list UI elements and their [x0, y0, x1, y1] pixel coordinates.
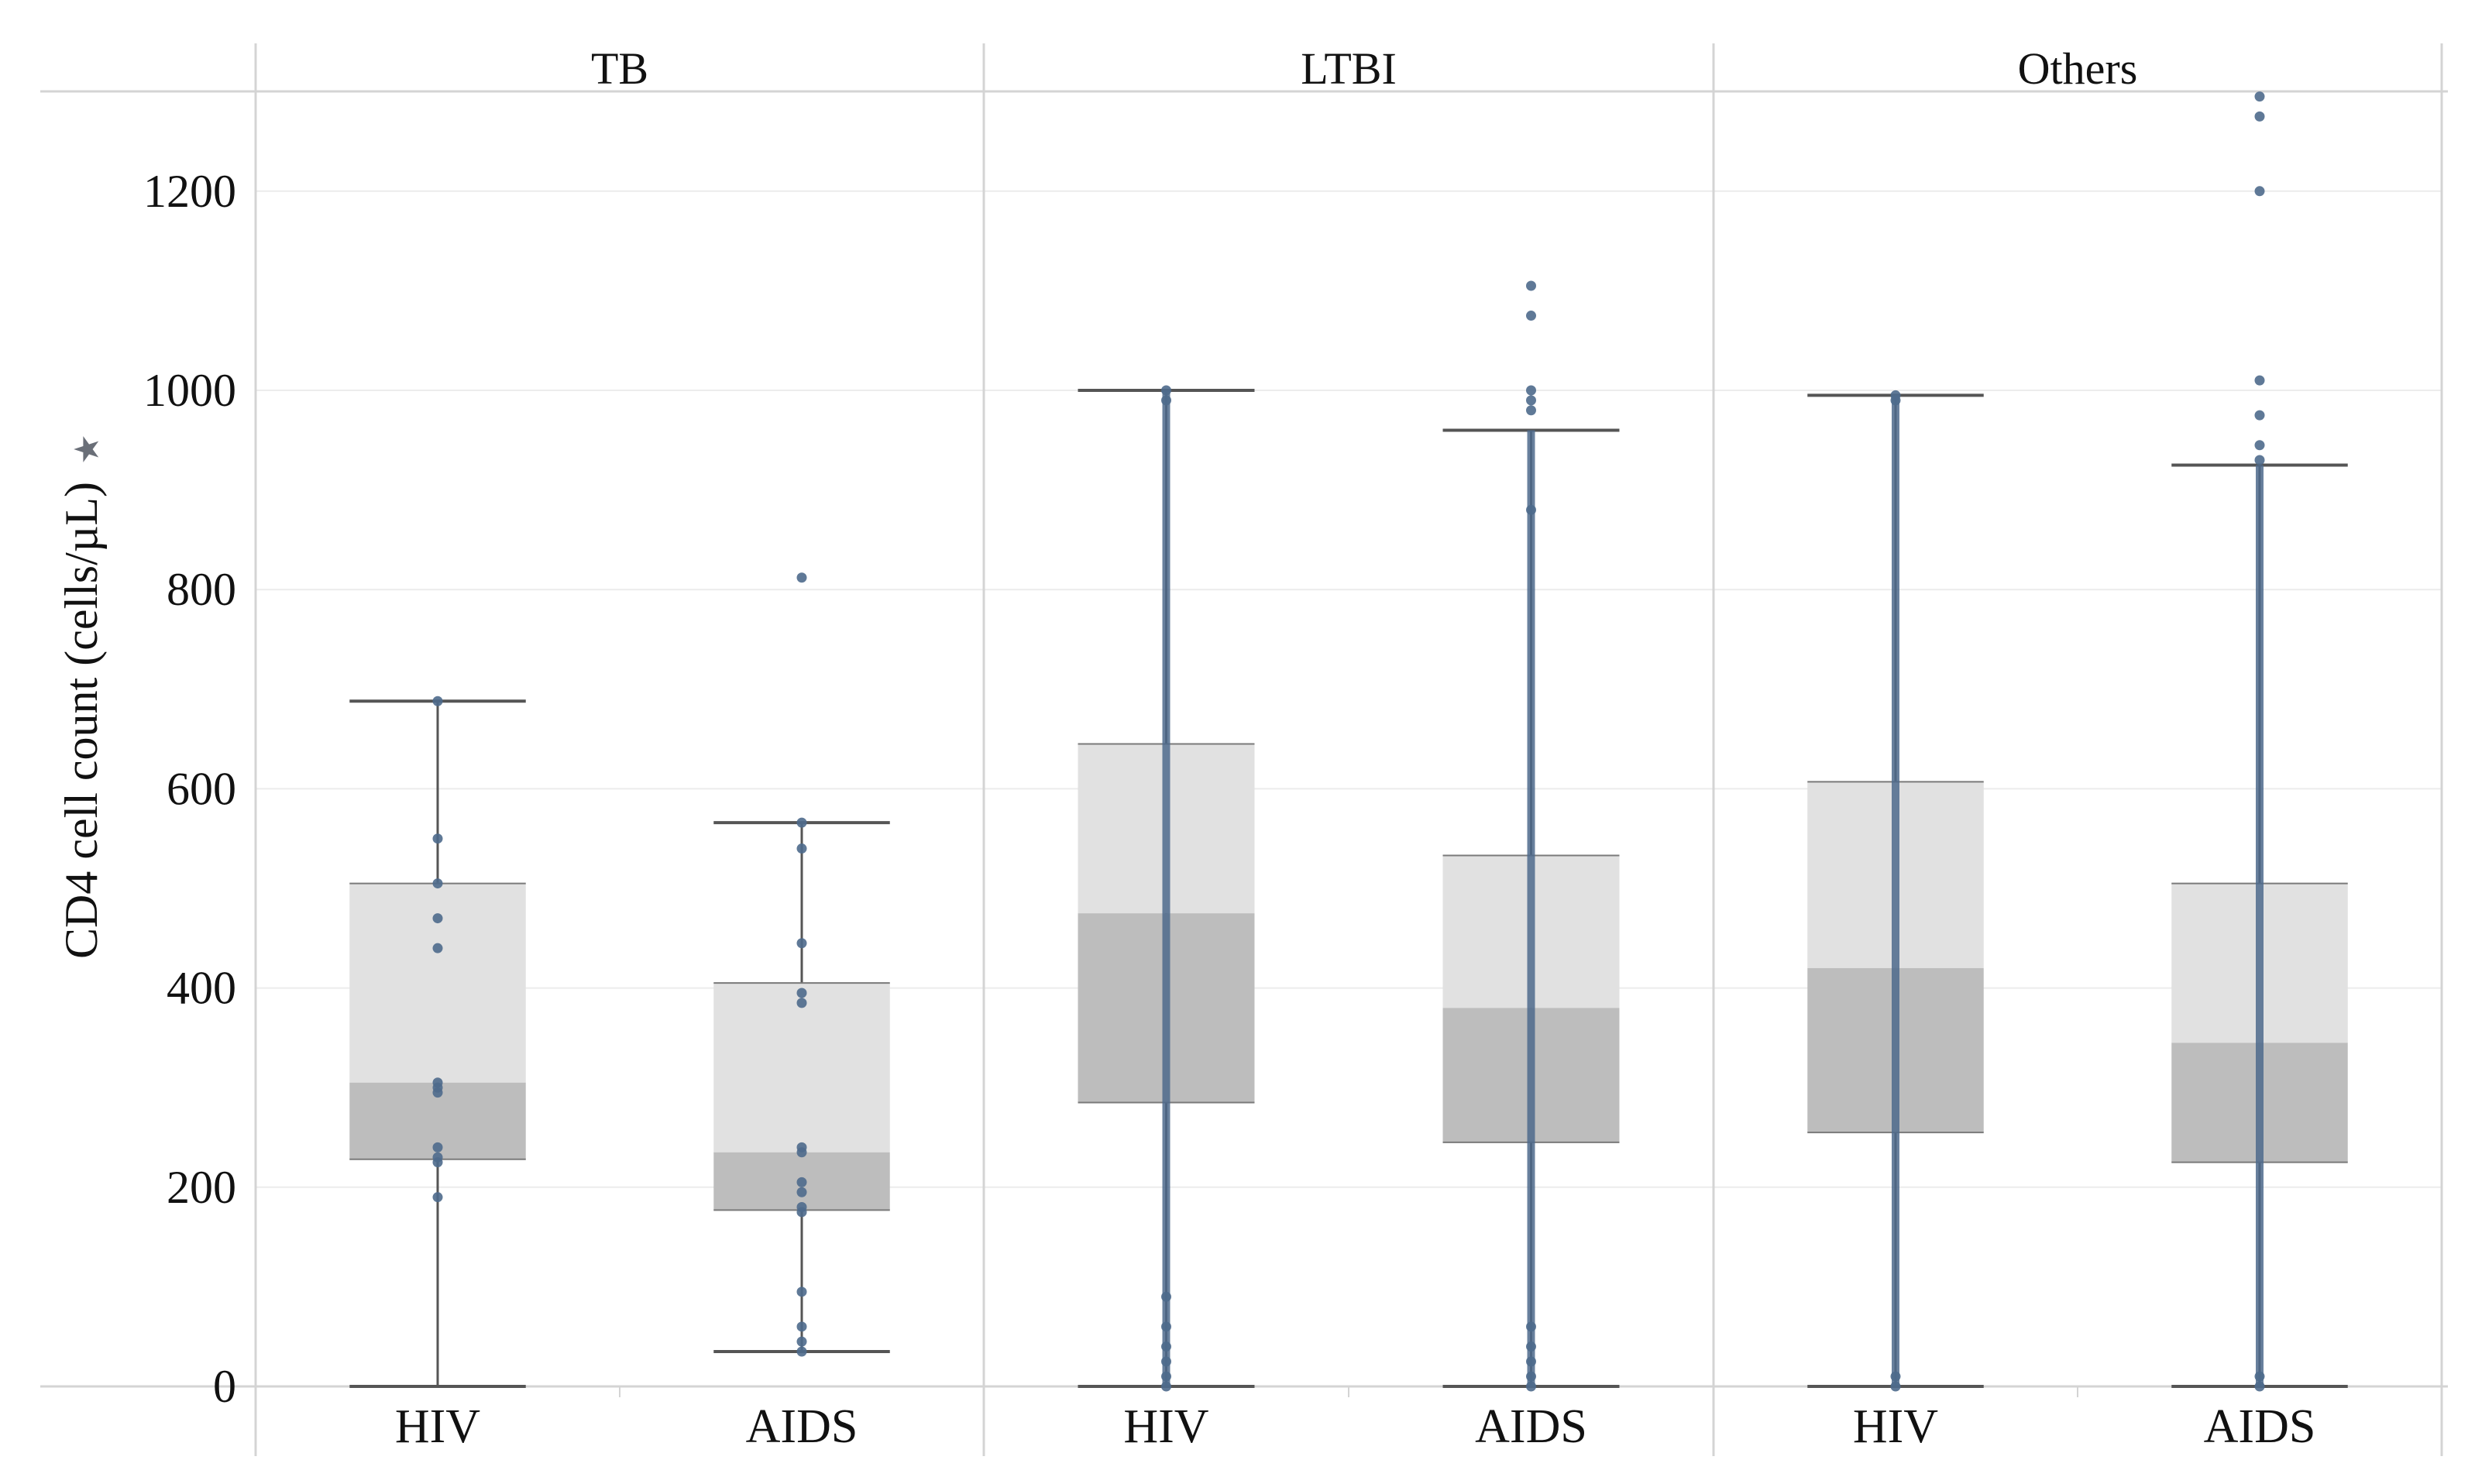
data-point	[432, 1142, 443, 1153]
y-tick-label: 0	[213, 1361, 236, 1412]
y-axis-title-text: CD4 cell count (cells/µL)	[56, 482, 107, 959]
y-tick-label: 1200	[143, 166, 236, 217]
y-axis-ticks: 0 200 400 600 800 1000 1200	[143, 166, 236, 1412]
data-point	[796, 1187, 807, 1197]
data-point	[796, 1177, 807, 1187]
y-tick-label: 200	[167, 1162, 236, 1213]
data-point	[432, 1192, 443, 1203]
panel-title-others: Others	[2018, 43, 2138, 94]
panel-title-tb: TB	[591, 43, 648, 94]
data-point	[1161, 1291, 1171, 1302]
gridlines	[256, 190, 2442, 1387]
data-point	[796, 572, 807, 583]
data-point	[1890, 1371, 1901, 1382]
data-point	[796, 1346, 807, 1357]
data-point	[796, 1321, 807, 1332]
data-point	[796, 843, 807, 854]
y-tick-label: 600	[167, 763, 236, 814]
data-point	[1526, 311, 1536, 321]
data-point	[796, 988, 807, 998]
data-point	[796, 938, 807, 949]
data-point	[1161, 1381, 1171, 1392]
data-point	[432, 943, 443, 953]
category-label-ltbi-hiv: HIV	[1123, 1400, 1208, 1453]
data-point	[432, 913, 443, 924]
data-point	[1526, 1381, 1536, 1392]
data-point	[1526, 1341, 1536, 1352]
data-point	[432, 1152, 443, 1163]
data-point	[1526, 1371, 1536, 1382]
data-point	[2254, 455, 2265, 465]
data-point	[2254, 1371, 2265, 1382]
data-point	[796, 1142, 807, 1153]
data-point	[1526, 385, 1536, 396]
panel-title-ltbi: LTBI	[1301, 43, 1397, 94]
category-label-others-hiv: HIV	[1853, 1400, 1938, 1453]
data-point	[1161, 1371, 1171, 1382]
y-tick-label: 400	[167, 963, 236, 1014]
data-point	[1526, 504, 1536, 515]
data-point	[796, 817, 807, 828]
y-tick-label: 1000	[143, 365, 236, 416]
data-point	[1161, 395, 1171, 406]
data-point	[2254, 111, 2265, 122]
y-axis-title: CD4 cell count (cells/µL) ★	[56, 434, 107, 959]
data-point	[2254, 186, 2265, 197]
data-point	[796, 1202, 807, 1213]
boxes	[349, 389, 2348, 1388]
data-point	[1161, 1356, 1171, 1367]
data-point	[1890, 390, 1901, 400]
data-point	[1161, 1321, 1171, 1332]
data-point	[432, 1077, 443, 1088]
category-label-ltbi-aids: AIDS	[1475, 1400, 1587, 1453]
category-label-tb-hiv: HIV	[395, 1400, 480, 1453]
data-point	[1161, 385, 1171, 396]
data-point	[2254, 375, 2265, 386]
data-point	[2254, 440, 2265, 451]
data-point	[796, 1286, 807, 1297]
data-points	[432, 91, 2265, 1392]
data-point	[2254, 1381, 2265, 1392]
data-point	[1161, 1341, 1171, 1352]
data-point	[1526, 1356, 1536, 1367]
data-point	[432, 878, 443, 889]
data-point	[2254, 410, 2265, 421]
box-upper-tb-aids	[713, 983, 890, 1153]
category-label-others-aids: AIDS	[2204, 1400, 2316, 1453]
data-point	[796, 998, 807, 1008]
data-point	[432, 696, 443, 706]
data-point	[2254, 91, 2265, 102]
data-point	[1890, 1381, 1901, 1392]
y-tick-label: 800	[167, 564, 236, 615]
x-axis-categories: HIV AIDS HIV AIDS HIV AIDS	[395, 1400, 2315, 1453]
data-point	[796, 1336, 807, 1347]
category-label-tb-aids: AIDS	[746, 1400, 858, 1453]
data-point	[1526, 405, 1536, 416]
data-point	[432, 833, 443, 844]
data-point	[1526, 1321, 1536, 1332]
data-point	[1526, 280, 1536, 291]
data-point	[1526, 395, 1536, 406]
panel-titles: TB LTBI Others	[591, 43, 2137, 94]
star-icon: ★	[67, 434, 107, 464]
